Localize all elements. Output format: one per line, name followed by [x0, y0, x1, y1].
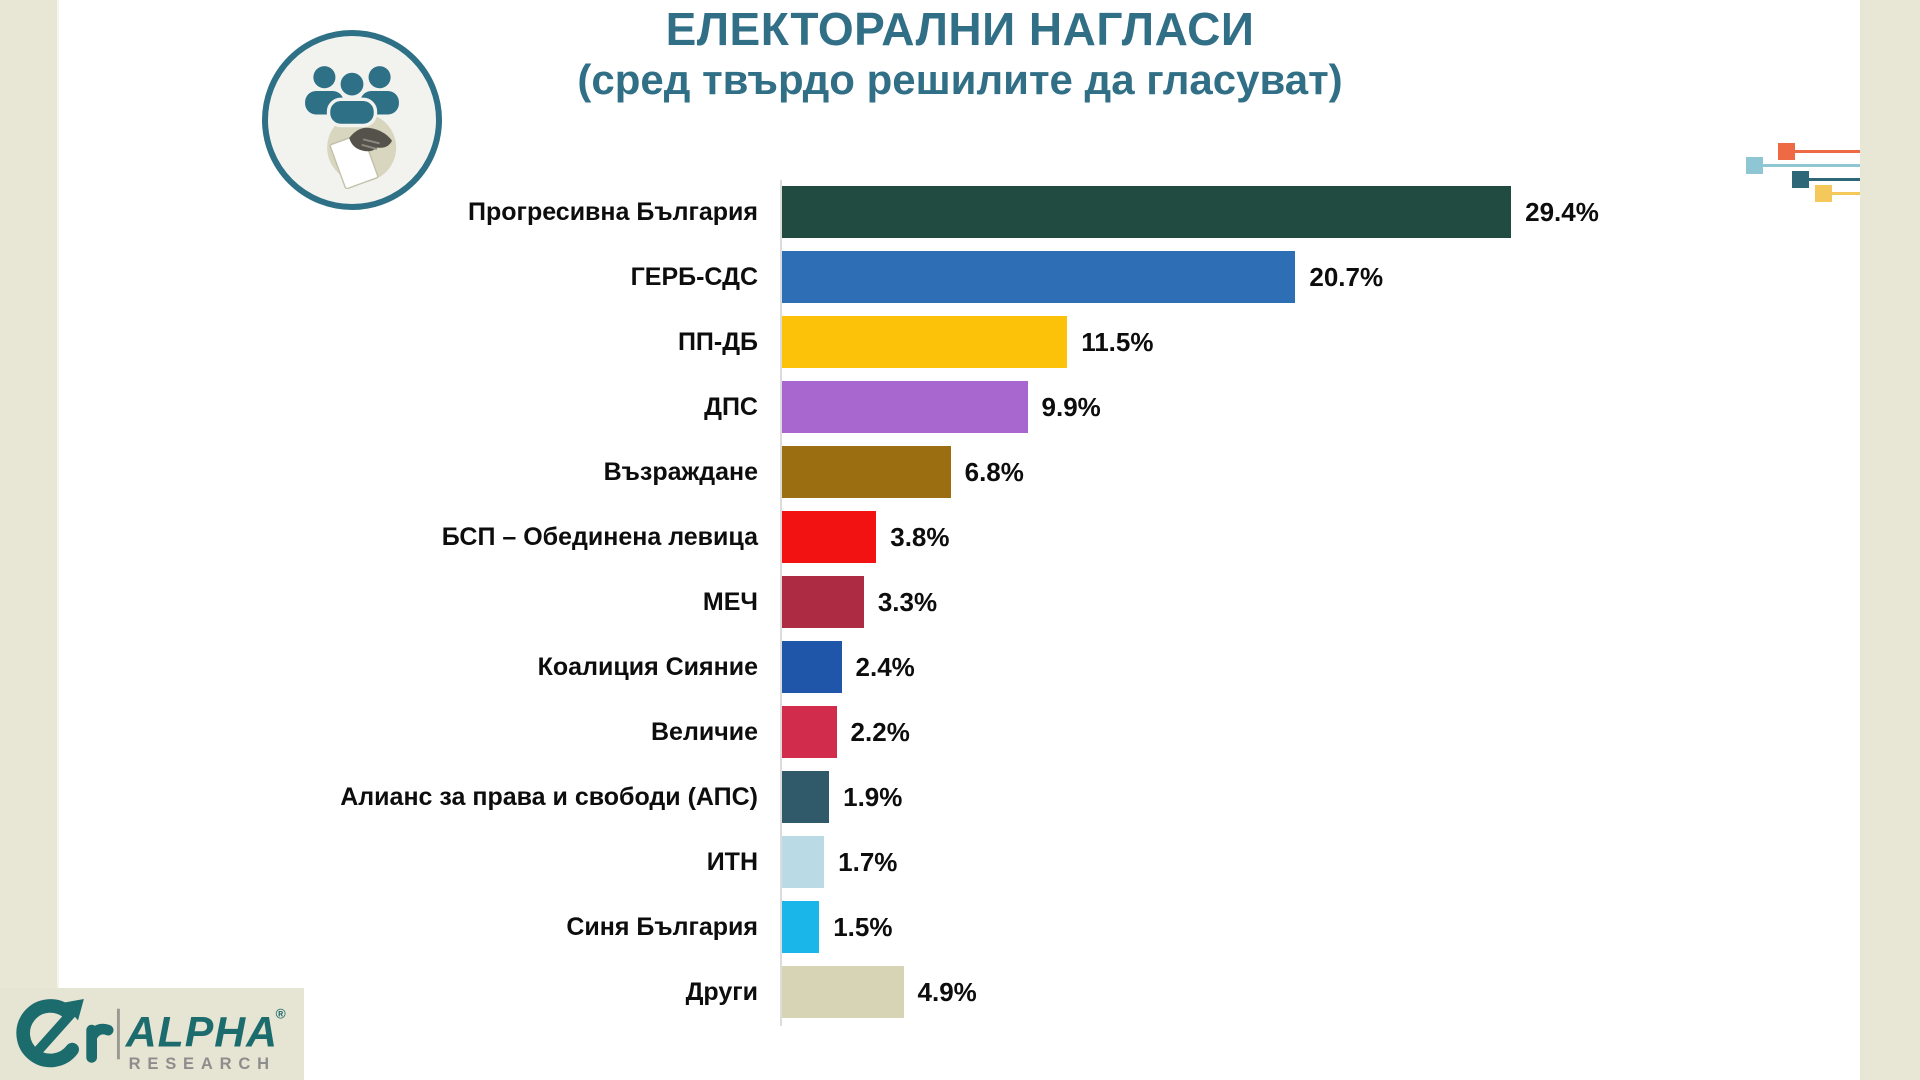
bar-chart: Прогресивна България 29.4% ГЕРБ-СДС 20.7% ПП…: [0, 186, 1920, 1031]
bar-label: ДПС: [704, 392, 758, 421]
bar-label: ПП-ДБ: [677, 327, 758, 356]
bar-value: 2.4%: [855, 651, 915, 682]
bar: [782, 511, 877, 563]
bar-value: 1.5%: [833, 911, 893, 942]
bar-label: БСП – Обединена левица: [441, 522, 758, 551]
bar-value: 6.8%: [964, 456, 1024, 487]
bar-label: Коалиция Сияние: [537, 652, 758, 681]
logo-brand-text: ALPHA: [125, 1009, 278, 1057]
chart-row: Синя България 1.5%: [0, 901, 1920, 953]
decor-line: [1795, 150, 1860, 153]
chart-row: Възраждане 6.8%: [0, 446, 1920, 498]
chart-row: Алианс за права и свободи (АПС) 1.9%: [0, 771, 1920, 823]
decor-square: [1815, 185, 1832, 202]
chart-row: ДПС 9.9%: [0, 381, 1920, 433]
bar-label: Величие: [651, 717, 758, 746]
bar: [782, 966, 904, 1018]
right-edge-strip: [1860, 0, 1920, 1080]
decor-chart-marks: [1740, 138, 1870, 208]
bar: [782, 576, 864, 628]
chart-row: ГЕРБ-СДС 20.7%: [0, 251, 1920, 303]
voters-ballot-icon-graphic: [305, 66, 399, 189]
bar-value: 20.7%: [1309, 261, 1384, 292]
alpha-research-logo-graphic: ALPHA ® RESEARCH: [16, 998, 286, 1073]
bar: [782, 381, 1028, 433]
alpha-research-logo: ALPHA ® RESEARCH: [0, 988, 304, 1080]
bar: [782, 186, 1512, 238]
chart-row: ИТН 1.7%: [0, 836, 1920, 888]
bar-value: 3.3%: [877, 586, 938, 617]
chart-row: МЕЧ 3.3%: [0, 576, 1920, 628]
bar-label: ГЕРБ-СДС: [630, 262, 758, 291]
bar: [782, 251, 1296, 303]
voters-ballot-icon: [262, 30, 442, 210]
decor-square: [1778, 143, 1795, 160]
bar-label: Алианс за права и свободи (АПС): [340, 782, 758, 811]
decor-line: [1763, 164, 1860, 167]
decor-square: [1792, 171, 1809, 188]
bar-label: Прогресивна България: [468, 197, 758, 226]
bar: [782, 641, 842, 693]
bar-value: 2.2%: [850, 716, 910, 747]
bar-value: 11.5%: [1081, 326, 1154, 357]
bar-value: 4.9%: [917, 976, 977, 1007]
bar: [782, 901, 820, 953]
bar-value: 29.4%: [1525, 196, 1599, 227]
page-title: ЕЛЕКТОРАЛНИ НАГЛАСИ: [665, 3, 1255, 55]
page-subtitle: (сред твърдо решилите да гласуват): [577, 55, 1343, 103]
bar-label: МЕЧ: [702, 587, 758, 616]
chart-row: Други 4.9%: [0, 966, 1920, 1018]
chart-row: БСП – Обединена левица 3.8%: [0, 511, 1920, 563]
chart-row: ПП-ДБ 11.5%: [0, 316, 1920, 368]
bar: [782, 316, 1068, 368]
bar-label: ИТН: [706, 847, 758, 876]
logo-subbrand-text: RESEARCH: [129, 1054, 276, 1073]
bar: [782, 836, 825, 888]
bar-label: Възраждане: [603, 457, 758, 486]
decor-line: [1809, 178, 1860, 181]
chart-axis-line: [780, 180, 782, 1026]
bar: [782, 771, 830, 823]
chart-row: Коалиция Сияние 2.4%: [0, 641, 1920, 693]
bar: [782, 446, 951, 498]
logo-registered-mark: ®: [276, 1006, 286, 1021]
left-edge-strip: [0, 0, 59, 1080]
bar-label: Синя България: [566, 912, 758, 941]
decor-line: [1832, 192, 1860, 195]
header: ЕЛЕКТОРАЛНИ НАГЛАСИ (сред твърдо решилит…: [120, 4, 1800, 105]
chart-row: Величие 2.2%: [0, 706, 1920, 758]
bar-value: 1.7%: [838, 846, 898, 877]
chart-row: Прогресивна България 29.4%: [0, 186, 1920, 238]
decor-square: [1746, 157, 1763, 174]
bar: [782, 706, 837, 758]
bar-label: Други: [685, 977, 758, 1006]
bar-value: 9.9%: [1041, 391, 1101, 422]
bar-value: 1.9%: [843, 781, 903, 812]
bar-value: 3.8%: [890, 521, 950, 552]
